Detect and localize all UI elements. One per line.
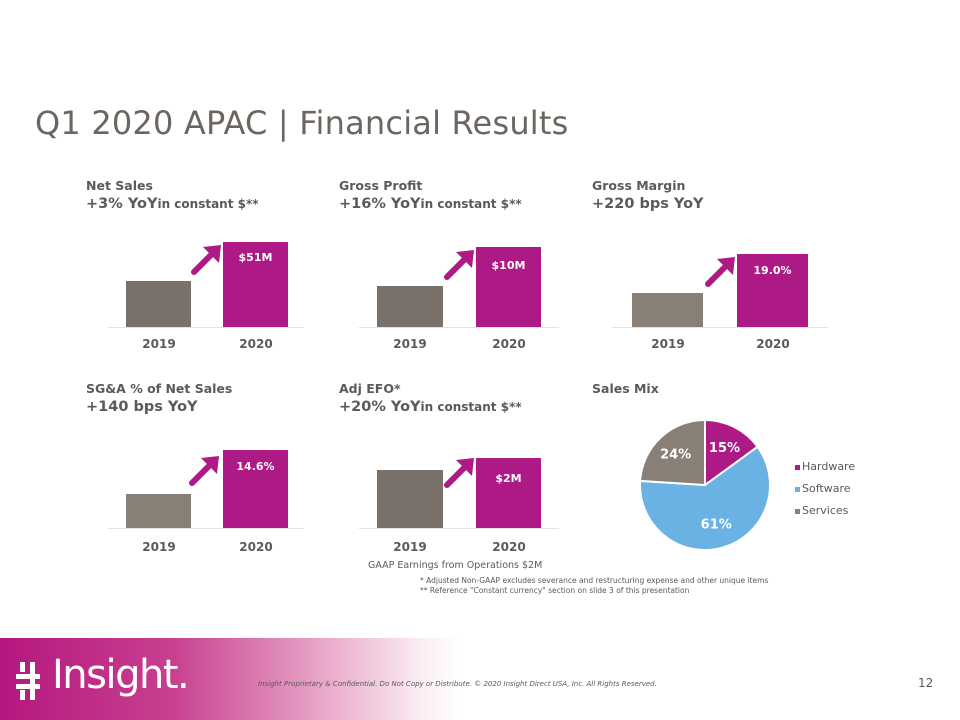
gross-margin-title: Gross Margin (592, 178, 686, 193)
gross-margin-bar-2019 (632, 293, 703, 327)
net-sales-value-label: $51M (238, 251, 273, 264)
pie-slice-services (639, 418, 706, 487)
gross-profit-axis (359, 327, 559, 328)
adj-efo-value-label: $2M (495, 472, 522, 485)
gross-profit-panel: Gross Profit +16% YoYin constant $** $10… (339, 178, 579, 351)
up-arrow-icon (191, 245, 221, 275)
gross-margin-axis (612, 327, 828, 328)
footnote-adjusted: * Adjusted Non-GAAP excludes severance a… (420, 576, 769, 585)
pie-slice-hardware (704, 418, 759, 487)
pie-label-software: 61% (701, 518, 732, 533)
up-arrow-icon (444, 250, 474, 280)
gross-margin-bar-2020 (737, 254, 808, 327)
gross-margin-xlabel-2019: 2019 (651, 337, 685, 351)
sga-xlabel-2019: 2019 (142, 540, 176, 554)
insight-logo-text: Insight. (52, 652, 190, 698)
pie-label-services: 24% (660, 448, 691, 463)
pie-slice-software (639, 445, 771, 551)
net-sales-bar-2020 (223, 242, 288, 327)
up-arrow-icon (189, 456, 219, 486)
adj-efo-bar-2020 (476, 458, 541, 528)
gross-margin-xlabel-2020: 2020 (756, 337, 790, 351)
gross-profit-xlabel-2020: 2020 (492, 337, 526, 351)
up-arrow-icon (705, 257, 735, 287)
net-sales-title: Net Sales (86, 178, 153, 193)
pie-label-hardware: 15% (709, 441, 740, 456)
gross-profit-xlabel-2019: 2019 (393, 337, 427, 351)
gross-profit-bar-2020 (476, 247, 541, 327)
footnote-constant-currency: ** Reference "Constant currency" section… (420, 586, 690, 595)
sga-bar-2019 (126, 494, 191, 528)
sales-mix-title: Sales Mix (592, 381, 659, 396)
net-sales-panel: Net Sales +3% YoYin constant $** $51M 20… (86, 178, 326, 351)
adj-efo-xlabel-2019: 2019 (393, 540, 427, 554)
gross-profit-title: Gross Profit (339, 178, 423, 193)
gross-margin-panel: Gross Margin +220 bps YoY 19.0% 2019 202… (592, 178, 832, 351)
page-number: 12 (918, 676, 934, 690)
adj-efo-xlabel-2020: 2020 (492, 540, 526, 554)
adj-efo-title: Adj EFO* (339, 381, 401, 396)
page-title: Q1 2020 APAC | Financial Results (35, 104, 569, 142)
net-sales-xlabel-2020: 2020 (239, 337, 273, 351)
up-arrow-icon (444, 458, 474, 488)
insight-logo-icon (16, 662, 40, 700)
sga-delta: +140 bps YoY (86, 399, 198, 415)
footer-band (0, 638, 960, 720)
legend-swatch-software (795, 487, 800, 492)
adj-efo-bar-2019 (377, 470, 443, 528)
sga-value-label: 14.6% (236, 460, 275, 473)
adj-efo-axis (359, 528, 559, 529)
net-sales-delta: +3% YoYin constant $** (86, 196, 259, 212)
gross-margin-value-label: 19.0% (753, 264, 792, 277)
net-sales-axis (108, 327, 304, 328)
legend-swatch-hardware (795, 465, 800, 470)
gross-profit-delta: +16% YoYin constant $** (339, 196, 522, 212)
sga-title: SG&A % of Net Sales (86, 381, 233, 396)
gross-profit-value-label: $10M (491, 259, 526, 272)
sga-xlabel-2020: 2020 (239, 540, 273, 554)
sga-bar-2020 (223, 450, 288, 528)
gaap-note: GAAP Earnings from Operations $2M (368, 560, 543, 571)
adj-efo-delta: +20% YoYin constant $** (339, 399, 522, 415)
confidential-notice: Insight Proprietary & Confidential. Do N… (258, 680, 657, 688)
legend-swatch-services (795, 509, 800, 514)
sga-panel: SG&A % of Net Sales +140 bps YoY 14.6% 2… (86, 381, 326, 554)
gross-margin-delta: +220 bps YoY (592, 196, 704, 212)
net-sales-xlabel-2019: 2019 (142, 337, 176, 351)
adj-efo-panel: Adj EFO* +20% YoYin constant $** $2M 201… (339, 381, 579, 554)
sales-mix-pie-chart: 15% 61% 24% (639, 418, 771, 551)
net-sales-bar-2019 (126, 281, 191, 327)
gross-profit-bar-2019 (377, 286, 443, 327)
sga-axis (108, 528, 304, 529)
